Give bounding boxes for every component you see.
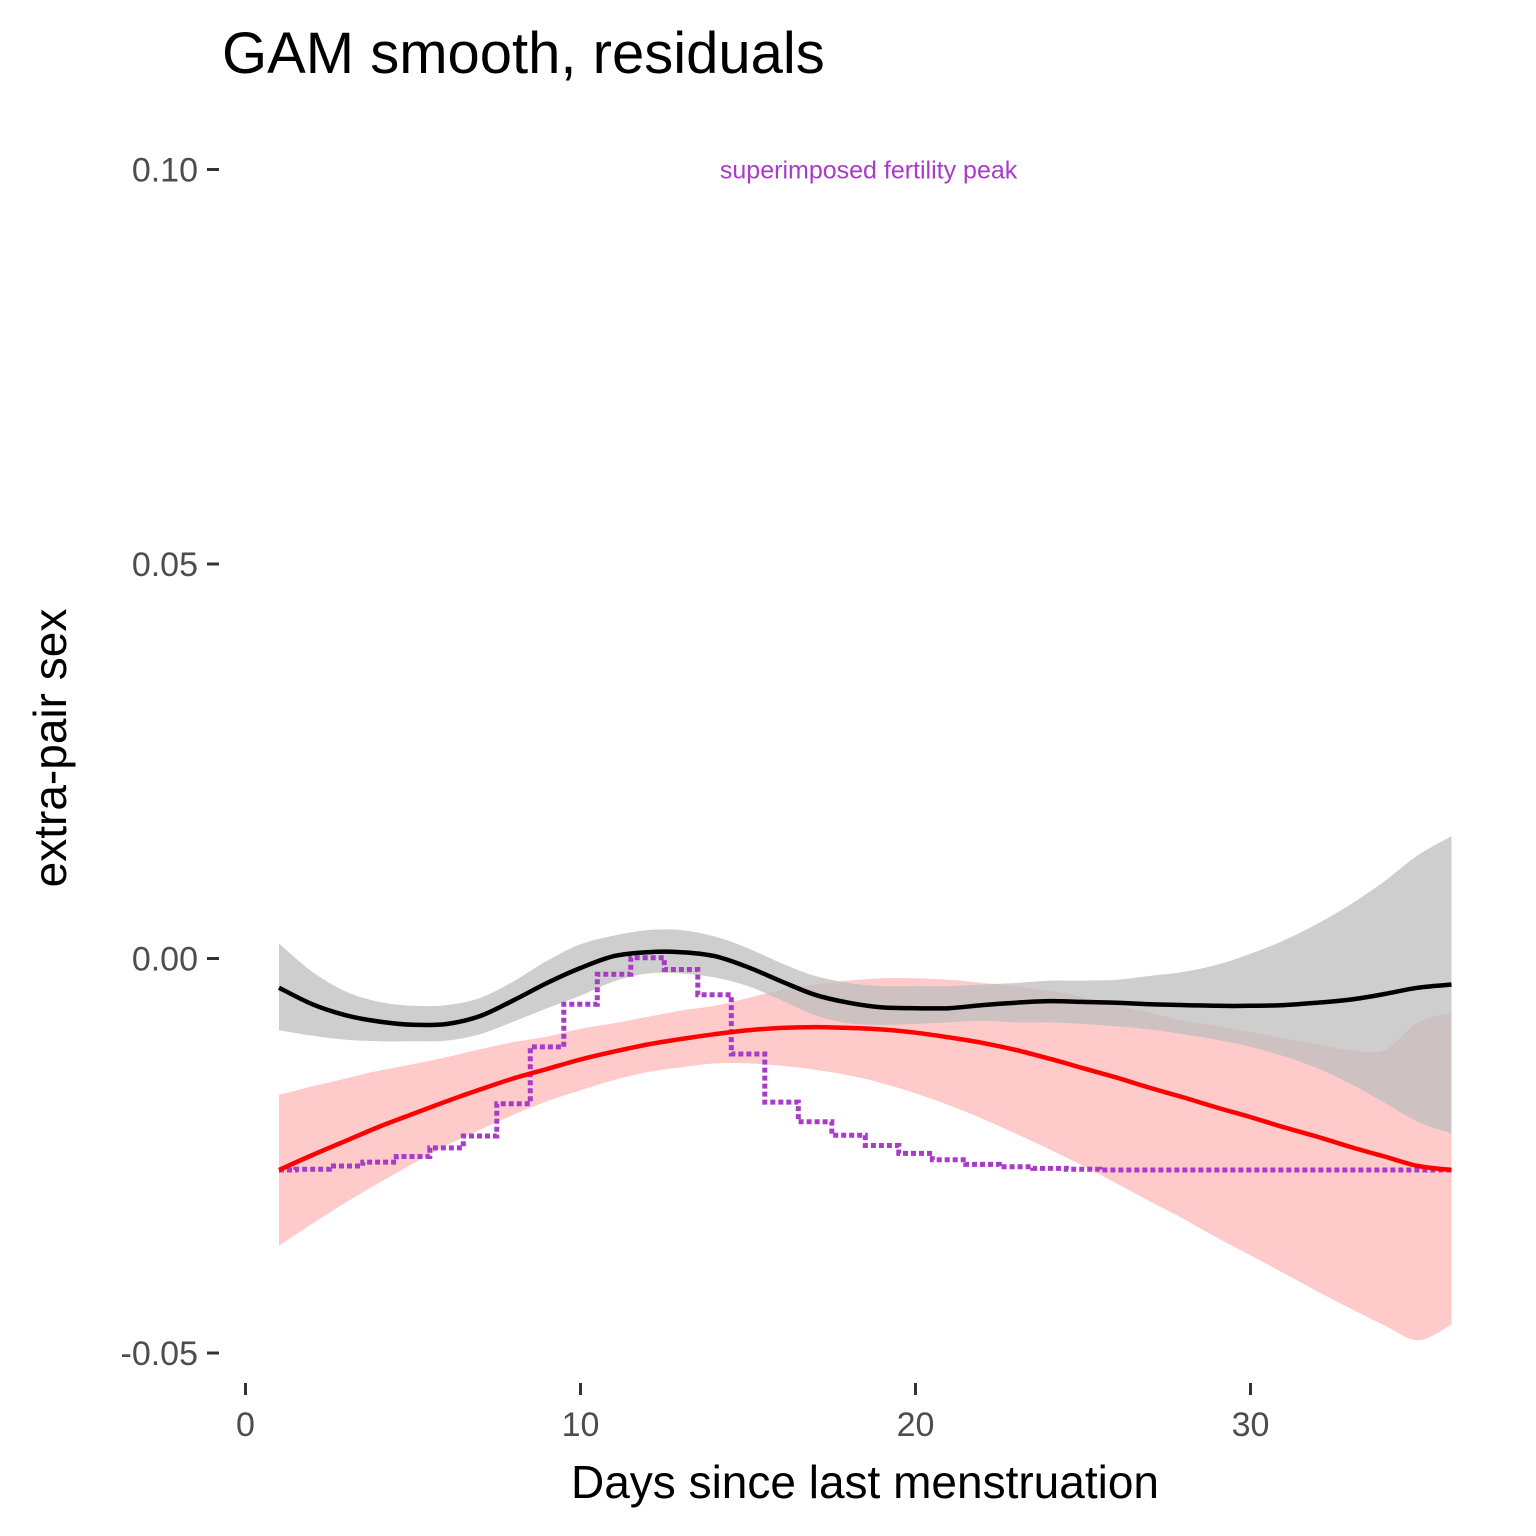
- x-tick-label: 30: [1232, 1406, 1270, 1444]
- y-tick-label: 0.05: [132, 546, 198, 584]
- chart-title: GAM smooth, residuals: [222, 21, 825, 86]
- fertility-curve: [279, 955, 1452, 1173]
- x-tick-label: 10: [562, 1406, 600, 1444]
- y-tick-label: 0.10: [132, 152, 198, 190]
- x-axis: 0 10 20 30: [236, 1383, 1269, 1444]
- x-tick-label: 0: [236, 1406, 255, 1444]
- confidence-bands: [279, 836, 1452, 1341]
- y-axis: -0.05 0.00 0.05 0.10: [121, 152, 219, 1373]
- fit-line: [278, 1024, 1452, 1173]
- y-tick-label: -0.05: [121, 1335, 199, 1373]
- y-tick-label: 0.00: [132, 941, 198, 979]
- fit-confidence-band: [279, 977, 1452, 1341]
- gam-confidence-band: [279, 836, 1452, 1134]
- x-axis-title: Days since last menstruation: [571, 1456, 1159, 1508]
- x-tick-label: 20: [897, 1406, 935, 1444]
- y-axis-title: extra-pair sex: [24, 609, 76, 888]
- fertility-peak-annotation: superimposed fertility peak: [720, 157, 1018, 185]
- series-lines: [277, 949, 1452, 1173]
- gam-line: [277, 949, 1452, 1028]
